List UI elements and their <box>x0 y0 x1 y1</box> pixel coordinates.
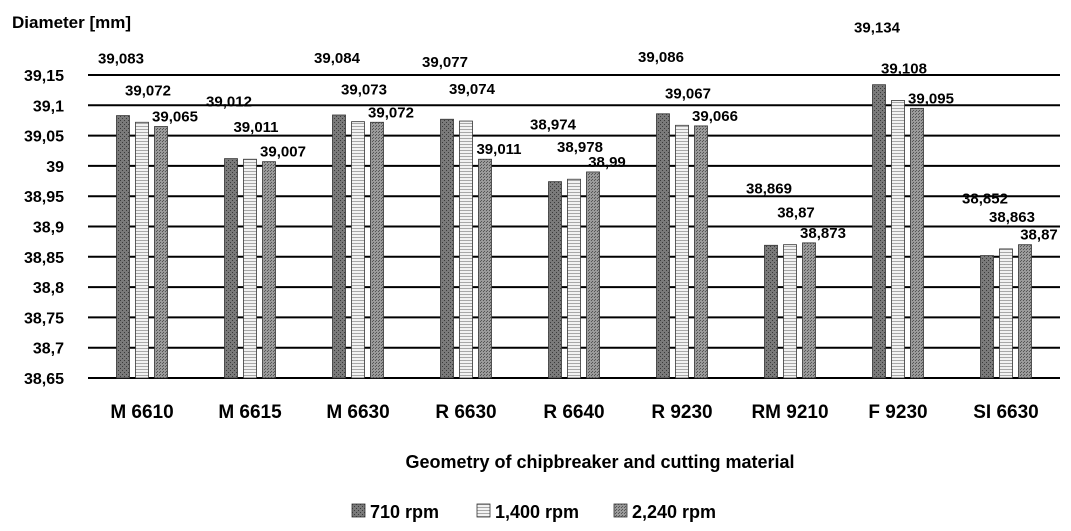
data-label: 38,87 <box>1020 227 1058 244</box>
x-tick-label: M 6610 <box>110 402 173 423</box>
bar-1-400-rpm-r-9230 <box>675 124 689 379</box>
data-label: 39,134 <box>854 20 901 37</box>
bar-1-400-rpm-m-6610 <box>135 121 149 379</box>
x-tick-label: R 6640 <box>543 402 604 423</box>
x-tick-label: F 9230 <box>868 402 927 423</box>
data-label: 39,072 <box>368 104 414 121</box>
bar-2-240-rpm-m-6630 <box>370 121 384 379</box>
bar-1-400-rpm-m-6630 <box>351 121 365 379</box>
bar-2-240-rpm-f-9230 <box>910 107 924 379</box>
data-label: 39,012 <box>206 94 252 111</box>
data-label: 39,011 <box>233 119 278 136</box>
y-tick-label: 38,8 <box>33 280 64 297</box>
bar-2-240-rpm-r-9230 <box>694 125 708 379</box>
bar-2-240-rpm-r-6640 <box>586 171 600 379</box>
y-tick-label: 39,05 <box>24 129 64 146</box>
data-label: 38,869 <box>746 180 792 197</box>
x-tick-label: M 6630 <box>326 402 389 423</box>
data-label: 39,067 <box>665 85 711 102</box>
y-axis: 38,65 38,7 38,75 38,8 38,85 38,9 38,95 39 39,05 3… <box>24 68 64 388</box>
legend-entry: 1,400 rpm <box>495 502 579 522</box>
data-label: 38,99 <box>588 154 626 171</box>
legend-entry: 2,240 rpm <box>632 502 716 522</box>
legend-swatch <box>476 503 491 518</box>
bar-710-rpm-r-9230 <box>656 113 670 379</box>
y-tick-label: 38,75 <box>24 310 64 327</box>
data-label: 39,108 <box>881 60 927 77</box>
y-tick-label: 39 <box>46 159 64 176</box>
y-tick-label: 38,9 <box>33 220 64 237</box>
bars <box>116 84 1032 379</box>
y-tick-label: 38,7 <box>33 341 64 358</box>
bar-1-400-rpm-rm-9210 <box>783 244 797 379</box>
y-axis-title: Diameter [mm] <box>12 13 131 32</box>
data-labels: 39,083 39,072 39,065 39,012 39,011 39,007 39,0… <box>98 20 1058 244</box>
y-tick-label: 38,65 <box>24 371 64 388</box>
x-tick-label: R 6630 <box>435 402 496 423</box>
data-label: 38,87 <box>777 205 815 222</box>
bar-710-rpm-f-9230 <box>872 84 886 379</box>
bar-710-rpm-r-6640 <box>548 181 562 379</box>
bar-710-rpm-m-6615 <box>224 158 238 379</box>
data-label: 38,974 <box>530 117 577 134</box>
data-label: 38,978 <box>557 139 603 156</box>
y-tick-label: 39,15 <box>24 68 64 85</box>
data-label: 38,873 <box>800 225 846 242</box>
bar-2-240-rpm-r-6630 <box>478 158 492 379</box>
bar-1-400-rpm-r-6640 <box>567 178 581 379</box>
bar-1-400-rpm-m-6615 <box>243 158 257 379</box>
x-axis: M 6610 M 6615 M 6630 R 6630 R 6640 R 9230 RM 9… <box>110 402 1038 423</box>
bar-2-240-rpm-rm-9210 <box>802 242 816 379</box>
legend-swatch <box>351 503 366 518</box>
legend-swatch <box>613 503 628 518</box>
data-label: 38,852 <box>962 191 1008 208</box>
bar-2-240-rpm-m-6615 <box>262 161 276 379</box>
bar-710-rpm-m-6630 <box>332 114 346 379</box>
data-label: 39,095 <box>908 90 954 107</box>
data-label: 39,007 <box>260 144 306 161</box>
bar-2-240-rpm-si-6630 <box>1018 244 1032 379</box>
data-label: 39,084 <box>314 50 361 67</box>
data-label: 39,074 <box>449 81 496 98</box>
data-label: 38,863 <box>989 209 1035 226</box>
x-axis-title: Geometry of chipbreaker and cutting mate… <box>405 452 794 472</box>
data-label: 39,077 <box>422 54 468 71</box>
y-tick-label: 38,85 <box>24 250 64 267</box>
bar-2-240-rpm-m-6610 <box>154 126 168 379</box>
bar-710-rpm-rm-9210 <box>764 244 778 379</box>
bar-1-400-rpm-si-6630 <box>999 248 1013 379</box>
bar-1-400-rpm-r-6630 <box>459 120 473 379</box>
data-label: 39,073 <box>341 82 387 99</box>
x-tick-label: R 9230 <box>651 402 712 423</box>
x-tick-label: SI 6630 <box>973 402 1039 423</box>
legend-entry: 710 rpm <box>370 502 439 522</box>
data-label: 39,011 <box>476 141 521 158</box>
data-label: 39,065 <box>152 109 198 126</box>
x-tick-label: RM 9210 <box>751 402 828 423</box>
y-tick-label: 38,95 <box>24 189 64 206</box>
bar-710-rpm-si-6630 <box>980 255 994 379</box>
bar-710-rpm-m-6610 <box>116 115 130 379</box>
y-tick-label: 39,1 <box>33 98 64 115</box>
bar-710-rpm-r-6630 <box>440 118 454 379</box>
data-label: 39,083 <box>98 51 144 68</box>
x-tick-label: M 6615 <box>218 402 282 423</box>
data-label: 39,086 <box>638 49 684 66</box>
bar-1-400-rpm-f-9230 <box>891 100 905 379</box>
data-label: 39,072 <box>125 82 171 99</box>
legend: 710 rpm 1,400 rpm 2,240 rpm <box>351 502 716 522</box>
data-label: 39,066 <box>692 108 738 125</box>
